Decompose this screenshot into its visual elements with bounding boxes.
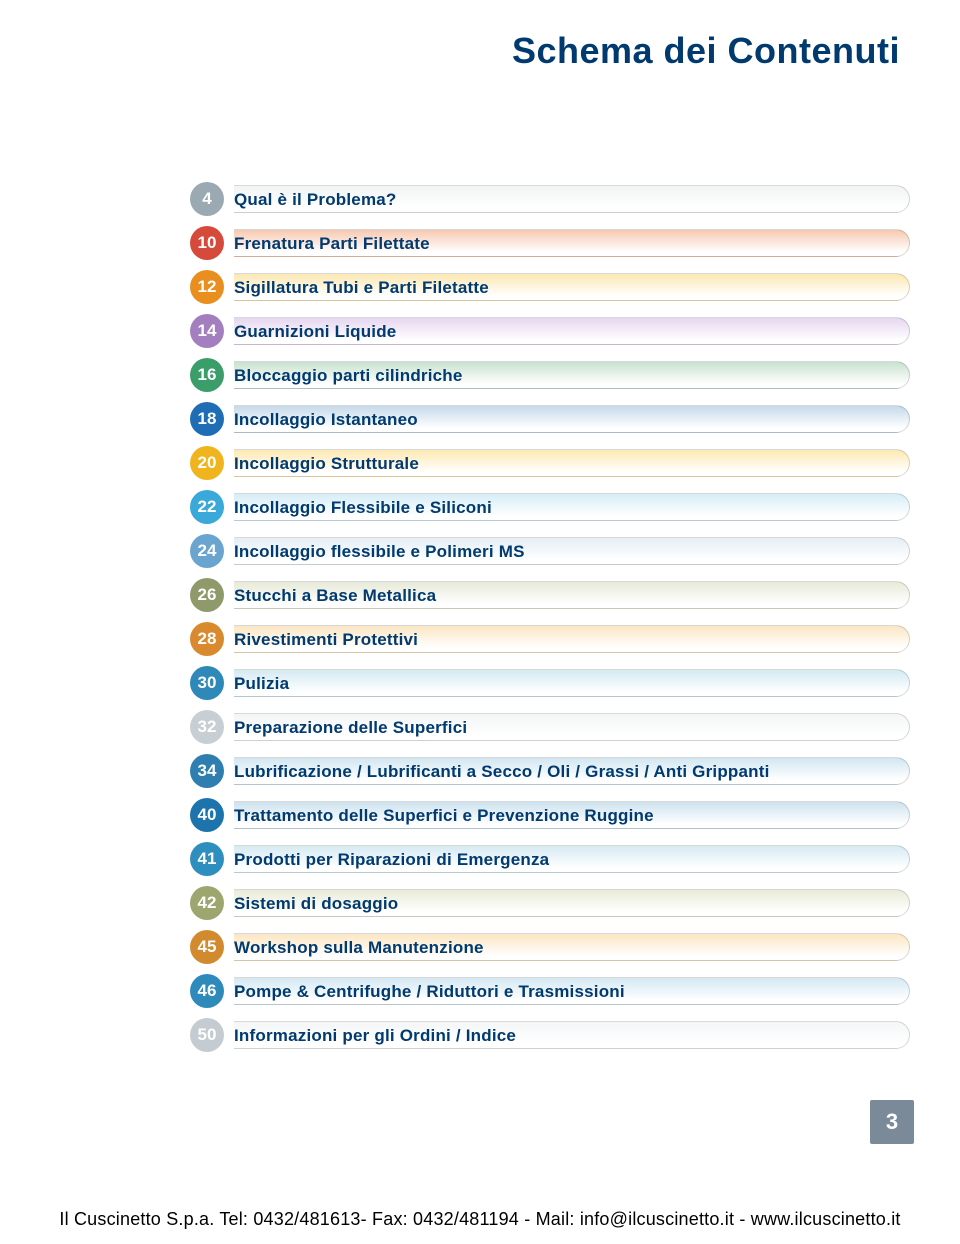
toc-row[interactable]: 10 Frenatura Parti Filettate <box>190 226 910 260</box>
toc-label: Frenatura Parti Filettate <box>234 229 910 257</box>
toc-label: Incollaggio flessibile e Polimeri MS <box>234 537 910 565</box>
toc-badge: 4 <box>190 182 224 216</box>
toc-row[interactable]: 22 Incollaggio Flessibile e Siliconi <box>190 490 910 524</box>
toc-row[interactable]: 24 Incollaggio flessibile e Polimeri MS <box>190 534 910 568</box>
page-number-box: 3 <box>870 1100 914 1144</box>
toc-label: Sigillatura Tubi e Parti Filetatte <box>234 273 910 301</box>
toc-label: Informazioni per gli Ordini / Indice <box>234 1021 910 1049</box>
toc-label: Preparazione delle Superfici <box>234 713 910 741</box>
toc-label: Sistemi di dosaggio <box>234 889 910 917</box>
toc-badge: 32 <box>190 710 224 744</box>
toc-label: Guarnizioni Liquide <box>234 317 910 345</box>
toc-row[interactable]: 34 Lubrificazione / Lubrificanti a Secco … <box>190 754 910 788</box>
toc-badge: 41 <box>190 842 224 876</box>
toc-badge: 42 <box>190 886 224 920</box>
toc-row[interactable]: 12 Sigillatura Tubi e Parti Filetatte <box>190 270 910 304</box>
toc-label: Incollaggio Strutturale <box>234 449 910 477</box>
toc-badge: 20 <box>190 446 224 480</box>
toc-badge: 40 <box>190 798 224 832</box>
toc-row[interactable]: 40 Trattamento delle Superfici e Prevenzi… <box>190 798 910 832</box>
toc-label: Trattamento delle Superfici e Prevenzion… <box>234 801 910 829</box>
toc-label: Lubrificazione / Lubrificanti a Secco / … <box>234 757 910 785</box>
toc-row[interactable]: 26 Stucchi a Base Metallica <box>190 578 910 612</box>
toc-label: Pompe & Centrifughe / Riduttori e Trasmi… <box>234 977 910 1005</box>
toc-label: Incollaggio Flessibile e Siliconi <box>234 493 910 521</box>
toc-badge: 28 <box>190 622 224 656</box>
footer-text: Il Cuscinetto S.p.a. Tel: 0432/481613- F… <box>0 1209 960 1230</box>
toc-row[interactable]: 20 Incollaggio Strutturale <box>190 446 910 480</box>
toc-label: Workshop sulla Manutenzione <box>234 933 910 961</box>
toc-row[interactable]: 41 Prodotti per Riparazioni di Emergenza <box>190 842 910 876</box>
toc-row[interactable]: 16 Bloccaggio parti cilindriche <box>190 358 910 392</box>
toc-label: Stucchi a Base Metallica <box>234 581 910 609</box>
toc-row[interactable]: 14 Guarnizioni Liquide <box>190 314 910 348</box>
toc-label: Bloccaggio parti cilindriche <box>234 361 910 389</box>
toc-row[interactable]: 46 Pompe & Centrifughe / Riduttori e Tras… <box>190 974 910 1008</box>
toc-badge: 18 <box>190 402 224 436</box>
toc-badge: 12 <box>190 270 224 304</box>
toc-row[interactable]: 30 Pulizia <box>190 666 910 700</box>
toc-row[interactable]: 28 Rivestimenti Protettivi <box>190 622 910 656</box>
toc-badge: 24 <box>190 534 224 568</box>
toc-badge: 22 <box>190 490 224 524</box>
page-number: 3 <box>886 1109 898 1135</box>
toc-badge: 34 <box>190 754 224 788</box>
toc-badge: 16 <box>190 358 224 392</box>
page-title: Schema dei Contenuti <box>60 30 900 72</box>
toc-badge: 30 <box>190 666 224 700</box>
toc-label: Rivestimenti Protettivi <box>234 625 910 653</box>
toc-badge: 50 <box>190 1018 224 1052</box>
toc-label: Prodotti per Riparazioni di Emergenza <box>234 845 910 873</box>
contents-list: 4 Qual è il Problema? 10 Frenatura Parti Fi… <box>190 182 910 1052</box>
toc-label: Incollaggio Istantaneo <box>234 405 910 433</box>
toc-badge: 14 <box>190 314 224 348</box>
toc-label: Pulizia <box>234 669 910 697</box>
toc-row[interactable]: 32 Preparazione delle Superfici <box>190 710 910 744</box>
toc-row[interactable]: 50 Informazioni per gli Ordini / Indice <box>190 1018 910 1052</box>
toc-row[interactable]: 18 Incollaggio Istantaneo <box>190 402 910 436</box>
toc-label: Qual è il Problema? <box>234 185 910 213</box>
toc-badge: 10 <box>190 226 224 260</box>
toc-badge: 45 <box>190 930 224 964</box>
toc-row[interactable]: 4 Qual è il Problema? <box>190 182 910 216</box>
toc-badge: 46 <box>190 974 224 1008</box>
toc-row[interactable]: 42 Sistemi di dosaggio <box>190 886 910 920</box>
toc-badge: 26 <box>190 578 224 612</box>
toc-row[interactable]: 45 Workshop sulla Manutenzione <box>190 930 910 964</box>
page: Schema dei Contenuti 4 Qual è il Problema… <box>0 0 960 1244</box>
